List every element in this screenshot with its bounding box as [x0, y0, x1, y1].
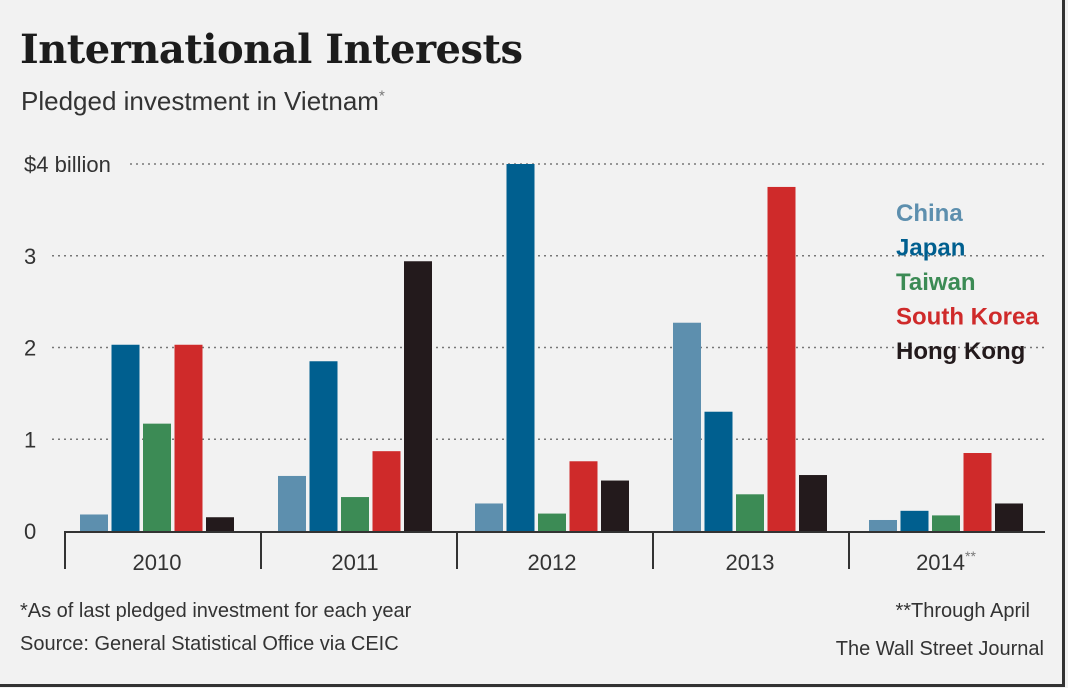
x-tick-label: 2011	[331, 550, 378, 575]
y-tick-label: 1	[24, 427, 36, 452]
bar-china-2010	[80, 514, 108, 531]
bar-japan-2010	[111, 344, 140, 531]
bar-china-2012	[475, 503, 503, 531]
bar-china-2014	[869, 519, 897, 531]
bars	[80, 164, 1023, 531]
x-tick-label: 2010	[133, 550, 182, 575]
bar-south-korea-2010	[174, 344, 203, 531]
chart-title: International Interests	[20, 26, 523, 73]
bar-taiwan-2010	[143, 423, 171, 531]
bar-japan-2013	[704, 411, 733, 531]
y-tick-label: 2	[24, 336, 36, 361]
credit-wsj: The Wall Street Journal	[835, 638, 1044, 660]
bar-south-korea-2011	[372, 451, 401, 531]
bar-china-2013	[673, 322, 701, 531]
legend: China Japan Taiwan South Korea Hong Kong	[896, 200, 1039, 365]
legend-item-taiwan: Taiwan	[896, 269, 976, 296]
bar-japan-2011	[309, 361, 338, 531]
footnote-through-april: **Through April	[895, 600, 1030, 622]
bar-hong-kong-2010	[206, 517, 234, 531]
bar-south-korea-2014	[963, 453, 992, 531]
x-tick-label: 2014**	[916, 548, 976, 575]
bar-taiwan-2011	[341, 497, 369, 531]
bar-china-2011	[278, 475, 306, 531]
bar-hong-kong-2014	[995, 503, 1023, 531]
subtitle-text: Pledged investment in Vietnam	[21, 86, 379, 116]
bar-hong-kong-2012	[601, 480, 629, 531]
bar-taiwan-2014	[932, 515, 960, 531]
y-tick-label: 3	[24, 244, 36, 269]
legend-item-china: China	[896, 200, 963, 227]
x-axis-labels: 2010 2011 2012 2013 2014**	[133, 548, 977, 575]
y-tick-label: 0	[24, 519, 36, 544]
bar-japan-2014	[900, 510, 929, 531]
legend-item-japan: Japan	[896, 235, 965, 262]
legend-item-hong-kong: Hong Kong	[896, 338, 1025, 365]
bar-taiwan-2013	[736, 494, 764, 531]
x-axis	[64, 531, 1045, 569]
x-tick-label: 2012	[528, 550, 577, 575]
legend-item-south-korea: South Korea	[896, 304, 1039, 331]
source-note: Source: General Statistical Office via C…	[20, 633, 399, 655]
x-tick-label: 2013	[726, 550, 775, 575]
gridlines	[52, 163, 1045, 441]
chart-subtitle: Pledged investment in Vietnam*	[21, 86, 385, 117]
bar-hong-kong-2013	[799, 475, 827, 531]
footnote-as-of: *As of last pledged investment for each …	[20, 600, 412, 622]
bar-taiwan-2012	[538, 513, 566, 531]
y-axis-labels: 0 1 2 3 $4 billion	[24, 152, 111, 544]
bar-hong-kong-2011	[404, 261, 432, 531]
bar-south-korea-2013	[767, 186, 796, 531]
bar-south-korea-2012	[569, 461, 598, 531]
bar-japan-2012	[506, 164, 535, 531]
subtitle-footnote-mark: *	[378, 87, 385, 105]
y-tick-label: $4 billion	[24, 152, 111, 177]
